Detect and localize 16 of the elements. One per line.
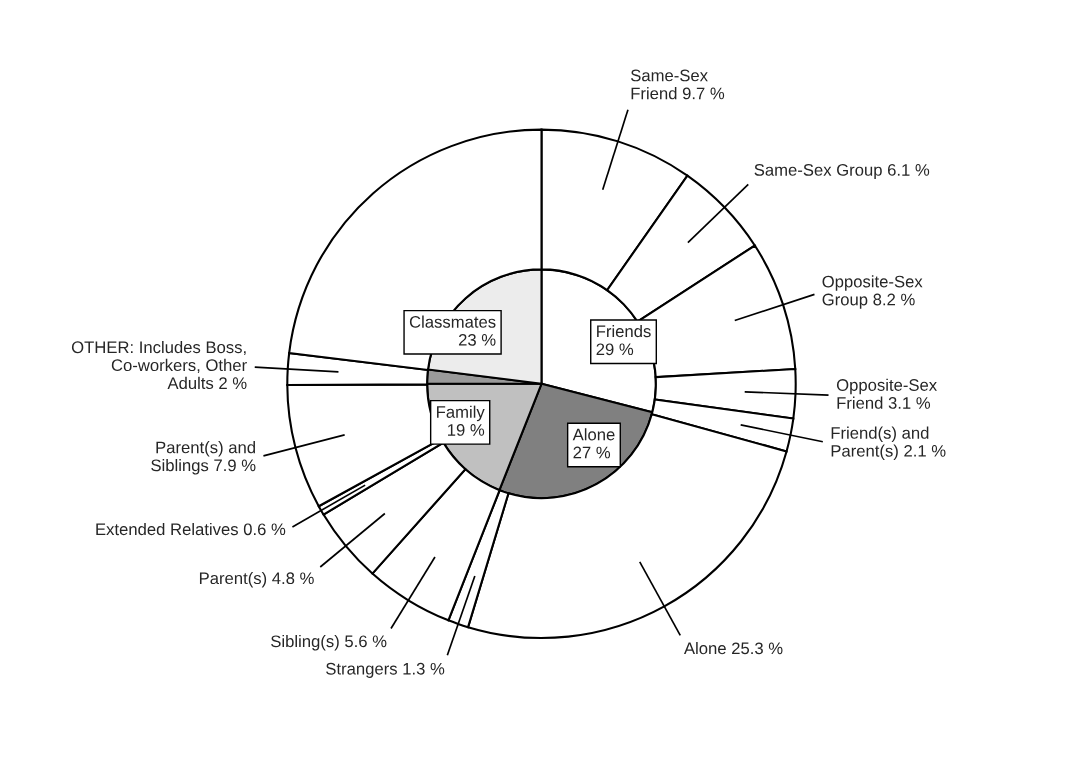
data-label: Friends 29 %: [596, 324, 651, 356]
category-label: Parent(s) 4.8 %: [199, 571, 314, 588]
category-label: Sibling(s) 5.6 %: [271, 634, 387, 651]
category-label: OTHER: Includes Boss, Co-workers, Other Adults 2 %: [71, 340, 247, 390]
data-label: Classmates 23 %: [409, 315, 496, 346]
category-label: Opposite-Sex Friend 3.1 %: [836, 378, 937, 409]
category-label: Opposite-Sex Group 8.2 %: [822, 275, 923, 309]
category-label: Alone 25.3 %: [683, 641, 783, 655]
category-label: Extended Relatives 0.6 %: [96, 522, 286, 536]
category-label: Parent(s) and Siblings 7.9 %: [151, 441, 256, 475]
category-label: Friend(s) and Parent(s) 2.1 %: [831, 426, 946, 461]
data-label: Family 19 %: [437, 405, 485, 436]
data-label: Alone 27 %: [572, 428, 615, 459]
category-label: Same-Sex Group 6.1 %: [754, 164, 930, 180]
category-label: Same-Sex Friend 9.7 %: [630, 69, 725, 100]
category-label: Strangers 1.3 %: [326, 662, 445, 678]
